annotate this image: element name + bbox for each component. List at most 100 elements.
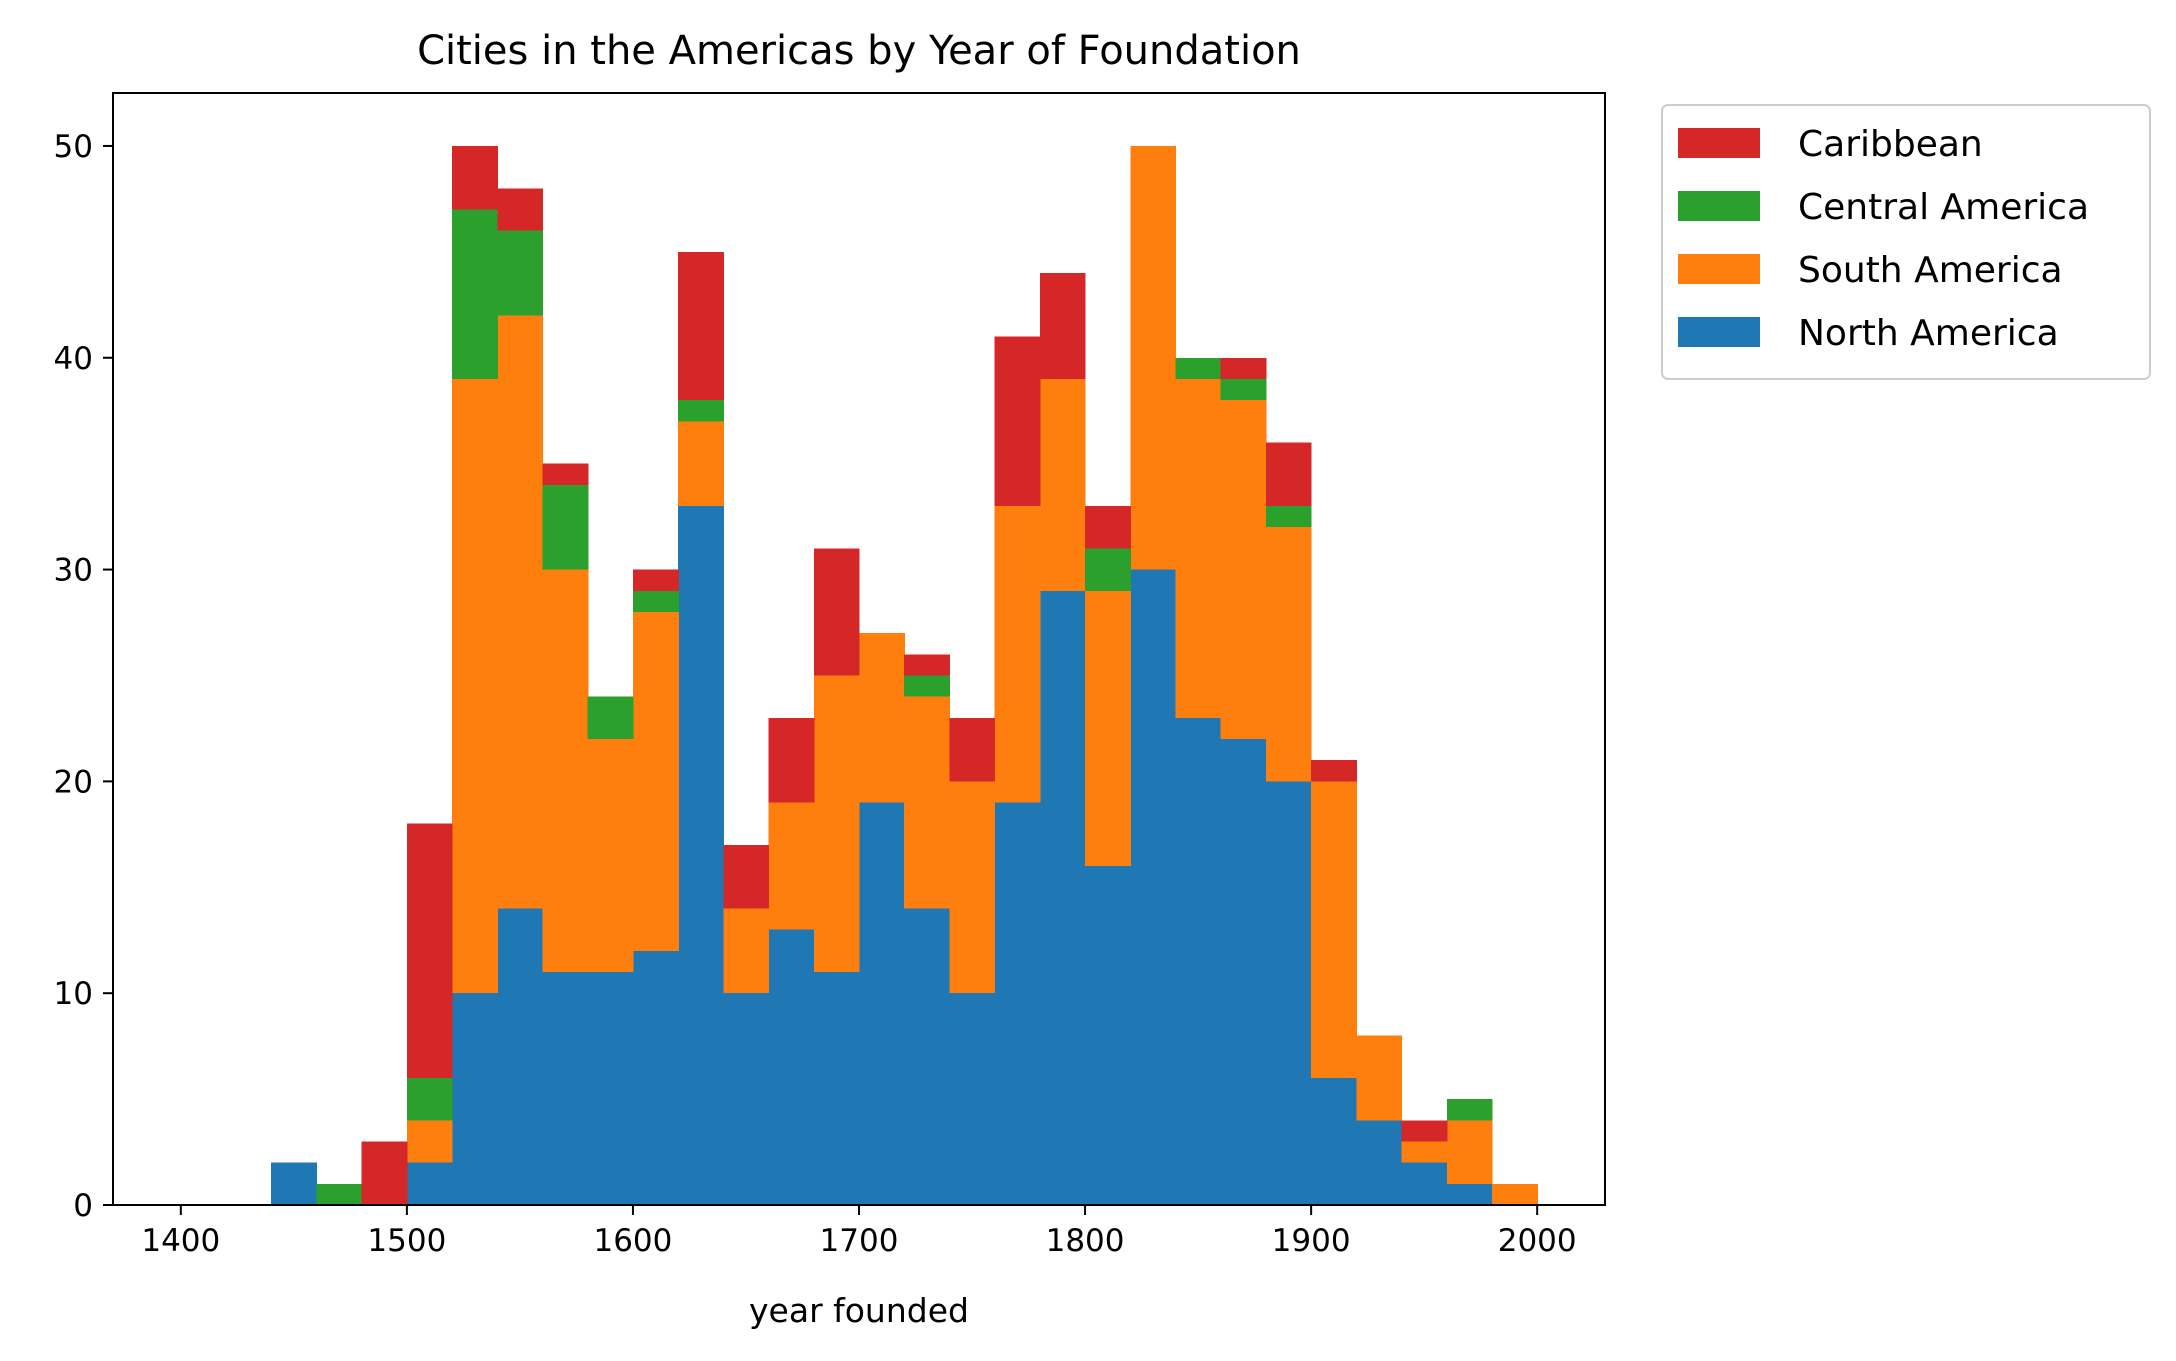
legend-frame [1661, 104, 2151, 380]
bar-south-america-1980 [1491, 1183, 1538, 1205]
legend: Caribbean Central America South America Nor… [1661, 104, 2151, 380]
y-tick-label: 20 [54, 764, 93, 800]
bar-north-america-1940 [1401, 1162, 1448, 1205]
bar-south-america-1600 [632, 611, 679, 951]
bar-north-america-1560 [542, 972, 589, 1205]
bar-caribbean-1520 [452, 145, 498, 210]
bar-central-america-1600 [632, 590, 679, 612]
bar-south-america-1900 [1311, 781, 1357, 1078]
bar-south-america-1780 [1039, 378, 1086, 591]
y-axis-ticks: 0 10 20 30 40 50 [54, 129, 113, 1224]
legend-label-caribbean: Caribbean [1798, 124, 1983, 165]
bar-caribbean-1640 [723, 844, 770, 909]
bar-central-america-1800 [1085, 548, 1131, 591]
bar-central-america-1620 [678, 400, 724, 422]
x-tick-label: 1500 [367, 1223, 446, 1259]
bar-south-america-1640 [723, 908, 770, 994]
bar-caribbean-1620 [678, 251, 724, 401]
bar-north-america-1440 [271, 1162, 318, 1205]
bar-caribbean-1860 [1220, 357, 1267, 379]
bar-north-america-1900 [1311, 1077, 1357, 1205]
bars-group [271, 145, 1538, 1205]
bar-central-america-1840 [1175, 357, 1222, 379]
bar-north-america-1820 [1130, 569, 1177, 1205]
bar-south-america-1860 [1220, 400, 1267, 740]
bar-north-america-1840 [1175, 717, 1222, 1205]
bar-north-america-1740 [949, 993, 996, 1205]
bar-north-america-1660 [768, 929, 815, 1205]
bar-south-america-1620 [678, 421, 724, 507]
bar-south-america-1700 [859, 633, 905, 803]
bar-north-america-1620 [678, 506, 724, 1205]
bar-north-america-1860 [1220, 739, 1267, 1205]
legend-label-south-america: South America [1798, 250, 2063, 291]
bar-south-america-1540 [497, 315, 544, 909]
bar-caribbean-1880 [1265, 442, 1312, 507]
bar-south-america-1960 [1446, 1120, 1493, 1184]
bar-caribbean-1480 [361, 1141, 408, 1205]
x-tick-label: 1900 [1272, 1223, 1351, 1259]
legend-label-central-america: Central America [1798, 187, 2089, 228]
legend-swatch-north-america [1678, 317, 1760, 347]
bar-south-america-1500 [406, 1120, 453, 1163]
bar-central-america-1560 [542, 484, 589, 570]
bar-north-america-1540 [497, 908, 544, 1205]
y-tick-label: 40 [54, 341, 93, 377]
chart-title: Cities in the Americas by Year of Founda… [417, 28, 1301, 74]
y-tick-label: 0 [73, 1188, 93, 1224]
bar-caribbean-1780 [1039, 273, 1086, 379]
legend-swatch-caribbean [1678, 128, 1760, 158]
bar-south-america-1520 [452, 378, 498, 994]
bar-caribbean-1680 [813, 548, 860, 676]
bar-south-america-1880 [1265, 527, 1312, 782]
x-tick-label: 1800 [1046, 1223, 1125, 1259]
bar-north-america-1680 [813, 972, 860, 1205]
x-tick-label: 1700 [820, 1223, 899, 1259]
bar-north-america-1500 [406, 1162, 453, 1205]
legend-swatch-south-america [1678, 254, 1760, 284]
x-axis-ticks: 1400 1500 1600 1700 1800 1900 2000 [141, 1205, 1577, 1259]
x-axis-title: year founded [749, 1291, 969, 1330]
y-tick-label: 10 [54, 976, 93, 1012]
bar-south-america-1720 [904, 696, 951, 909]
bar-north-america-1780 [1039, 590, 1086, 1205]
bar-south-america-1840 [1175, 378, 1222, 718]
bar-south-america-1940 [1401, 1141, 1448, 1163]
bar-south-america-1680 [813, 675, 860, 973]
bar-north-america-1720 [904, 908, 951, 1205]
y-tick-label: 50 [54, 129, 93, 165]
bar-central-america-1540 [497, 230, 544, 316]
bar-south-america-1760 [994, 506, 1041, 803]
bar-south-america-1800 [1085, 590, 1131, 867]
bar-north-america-1960 [1446, 1183, 1493, 1205]
bar-north-america-1640 [723, 993, 770, 1205]
bar-south-america-1820 [1130, 145, 1177, 570]
bar-central-america-1580 [587, 696, 634, 740]
bar-caribbean-1740 [949, 717, 996, 782]
bar-central-america-1500 [406, 1077, 453, 1121]
bar-central-america-1720 [904, 675, 951, 697]
bar-caribbean-1800 [1085, 506, 1131, 549]
legend-label-north-america: North America [1798, 313, 2059, 354]
x-tick-label: 1600 [593, 1223, 672, 1259]
y-tick-label: 30 [54, 553, 93, 589]
bar-north-america-1760 [994, 802, 1041, 1205]
bar-north-america-1580 [587, 972, 634, 1205]
bar-caribbean-1900 [1311, 760, 1357, 782]
bar-south-america-1660 [768, 802, 815, 930]
bar-central-america-1880 [1265, 506, 1312, 528]
bar-caribbean-1720 [904, 654, 951, 676]
bar-caribbean-1760 [994, 336, 1041, 507]
bar-central-america-1960 [1446, 1099, 1493, 1121]
x-tick-label: 2000 [1498, 1223, 1577, 1259]
bar-south-america-1920 [1356, 1035, 1403, 1121]
bar-caribbean-1500 [406, 823, 453, 1078]
bar-south-america-1740 [949, 781, 996, 994]
bar-south-america-1560 [542, 569, 589, 973]
bar-north-america-1880 [1265, 781, 1312, 1205]
plot-frame [112, 92, 1606, 1206]
bar-north-america-1700 [859, 802, 905, 1205]
bar-north-america-1600 [632, 950, 679, 1205]
bar-caribbean-1660 [768, 717, 815, 803]
